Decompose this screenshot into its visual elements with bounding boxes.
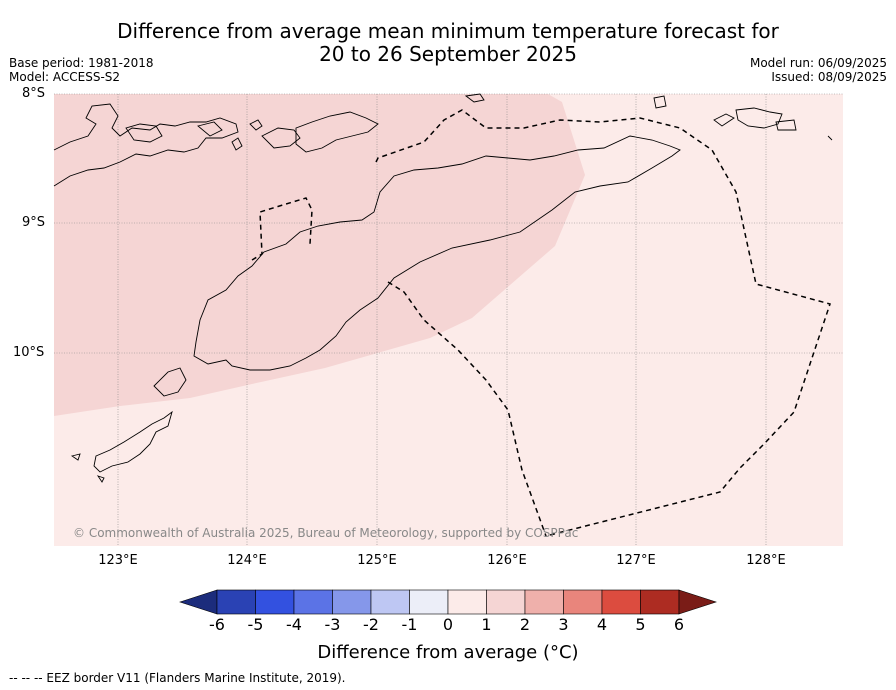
colorbar-tick-0: 0 [442, 615, 454, 634]
eez-border-north [375, 109, 831, 537]
colorbar-tick-4: 4 [596, 615, 608, 634]
title-line-1: Difference from average mean minimum tem… [117, 19, 779, 43]
lon-label-125e: 125°E [357, 553, 397, 568]
colorbar-bin-3 [293, 589, 333, 615]
lon-label-127e: 127°E [616, 553, 656, 568]
colorbar-tick-2: 2 [519, 615, 531, 634]
coast-timor [193, 135, 681, 371]
colorbar-extend-low [179, 589, 218, 615]
colorbar-tick-neg4: -4 [286, 615, 302, 634]
coast-wetar [464, 93, 485, 103]
coast-island-alor [295, 111, 379, 153]
coast-small-top-2 [713, 113, 735, 127]
eez-border [251, 109, 831, 537]
colorbar-bin-12 [640, 589, 680, 615]
coast-island-5 [249, 119, 263, 131]
colorbar-tick-neg1: -1 [401, 615, 418, 634]
colorbar-bin-9 [524, 589, 564, 615]
base-period: Base period: 1981-2018 [9, 56, 154, 70]
title-line-2: 20 to 26 September 2025 [319, 42, 577, 66]
eez-border-timor [387, 281, 547, 537]
colorbar-label: Difference from average (°C) [317, 642, 579, 663]
colorbar-tick-neg3: -3 [324, 615, 341, 634]
coast-small-top-5 [827, 135, 833, 141]
graticule [54, 93, 843, 546]
colorbar-tick-1: 1 [481, 615, 492, 634]
colorbar-tick-3: 3 [558, 615, 569, 634]
lon-label-128e: 128°E [746, 553, 786, 568]
coast-small-top-1 [653, 95, 667, 109]
colorbar-bin-1 [216, 589, 256, 615]
map-title: Difference from average mean minimum tem… [0, 20, 896, 66]
colorbar-bin-5 [370, 589, 410, 615]
colorbar-tick-neg6: -6 [209, 615, 225, 634]
coast-small-top-3 [735, 107, 783, 129]
colorbar-bin-4 [332, 589, 372, 615]
colorbar-bin-7 [447, 589, 487, 615]
coast-island-2 [197, 121, 223, 137]
colorbar-bin-6 [409, 589, 449, 615]
eez-footer-note: -- -- -- EEZ border V11 (Flanders Marine… [9, 671, 346, 685]
model-name: Model: ACCESS-S2 [9, 70, 121, 84]
lat-label-9s: 9°S [22, 215, 46, 230]
colorbar-extend-high [678, 589, 717, 615]
lon-label-123e: 123°E [98, 553, 138, 568]
model-run: Model run: 06/09/2025 [749, 56, 887, 70]
colorbar-bin-11 [601, 589, 641, 615]
coast-rote [93, 410, 173, 473]
anomaly-region-high [54, 94, 585, 416]
lon-label-126e: 126°E [487, 553, 527, 568]
coast-semau [153, 367, 187, 397]
coast-island-1 [125, 123, 163, 143]
colorbar-tick-neg5: -5 [247, 615, 264, 634]
colorbar [179, 589, 717, 615]
colorbar-tick-6: 6 [673, 615, 685, 634]
coast-ndao [70, 453, 81, 461]
meta-right: Model run: 06/09/2025 Issued: 08/09/2025 [750, 56, 887, 84]
meta-left: Base period: 1981-2018 Model: ACCESS-S2 [9, 56, 154, 84]
colorbar-tick-neg2: -2 [363, 615, 379, 634]
lat-label-8s: 8°S [22, 86, 46, 101]
colorbar-bin-8 [486, 589, 526, 615]
colorbar-bin-2 [255, 589, 295, 615]
coast-island-3 [261, 127, 301, 149]
coast-small-rote [96, 475, 105, 483]
colorbar-tick-5: 5 [635, 615, 646, 634]
issued-date: Issued: 08/09/2025 [771, 70, 887, 84]
coast-flores [53, 103, 239, 187]
coast-island-4 [231, 137, 243, 151]
lat-label-10s: 10°S [13, 345, 45, 360]
coastlines [53, 93, 833, 483]
coast-small-top-4 [775, 119, 797, 131]
eez-border-oecusse [251, 197, 313, 261]
lon-label-124e: 124°E [227, 553, 267, 568]
copyright-notice: © Commonwealth of Australia 2025, Bureau… [73, 526, 579, 540]
colorbar-bin-10 [563, 589, 603, 615]
